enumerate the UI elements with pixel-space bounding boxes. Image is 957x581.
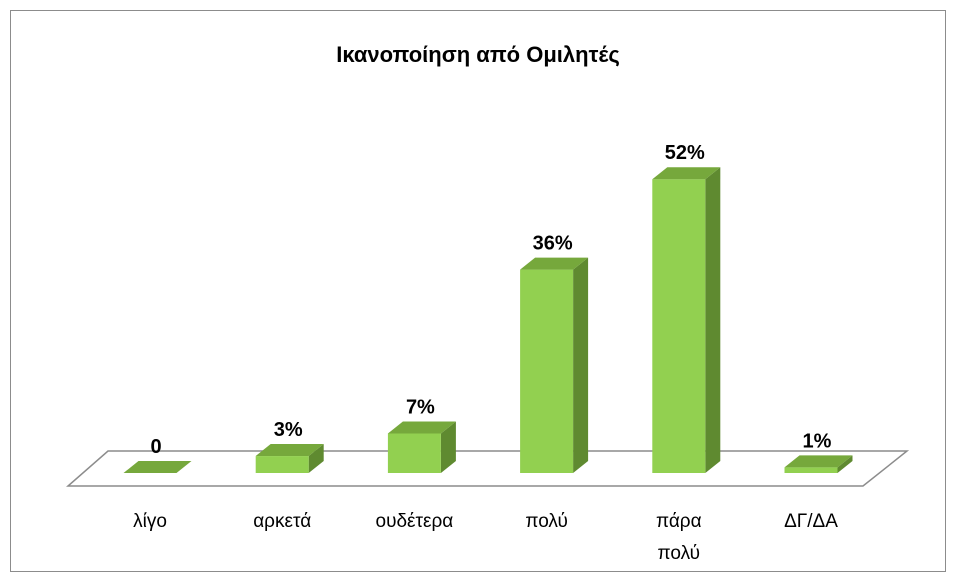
chart-border xyxy=(10,10,946,572)
bar-front xyxy=(652,179,706,473)
x-tick-label: αρκετά xyxy=(253,511,312,532)
bar-front xyxy=(784,467,838,473)
value-label: 36% xyxy=(533,233,573,255)
bar xyxy=(652,167,721,473)
bar-side xyxy=(573,257,589,473)
value-label: 52% xyxy=(665,142,705,164)
bar-front xyxy=(255,456,309,473)
value-label: 3% xyxy=(274,419,303,441)
x-tick-label: πάρα πολύ xyxy=(655,511,702,564)
value-label: 7% xyxy=(406,396,435,418)
bar-side xyxy=(308,444,324,473)
bar-side xyxy=(440,421,456,473)
bar-top xyxy=(123,461,192,473)
x-tick-label: λίγο xyxy=(133,511,167,532)
bar-top xyxy=(784,455,853,468)
bar-front xyxy=(387,433,441,473)
bar-top xyxy=(520,257,589,270)
bar xyxy=(784,455,853,473)
value-label: 1% xyxy=(803,430,832,452)
x-tick-label: ουδέτερα xyxy=(375,511,454,532)
x-tick-label: πολύ xyxy=(525,511,568,532)
bar-side xyxy=(837,455,853,473)
bar-top xyxy=(652,167,721,180)
value-label: 0 xyxy=(150,436,161,458)
bar-top xyxy=(387,421,456,434)
bar-front xyxy=(520,269,574,473)
chart-title: Ικανοποίηση από Ομιλητές xyxy=(336,42,620,67)
bar-top xyxy=(255,444,324,457)
bar xyxy=(255,444,324,473)
bar xyxy=(123,461,192,473)
floor xyxy=(66,450,910,487)
bar xyxy=(520,257,589,473)
x-tick-label: ΔΓ/ΔΑ xyxy=(784,511,838,532)
bar-side xyxy=(705,167,721,473)
bar xyxy=(387,421,456,473)
